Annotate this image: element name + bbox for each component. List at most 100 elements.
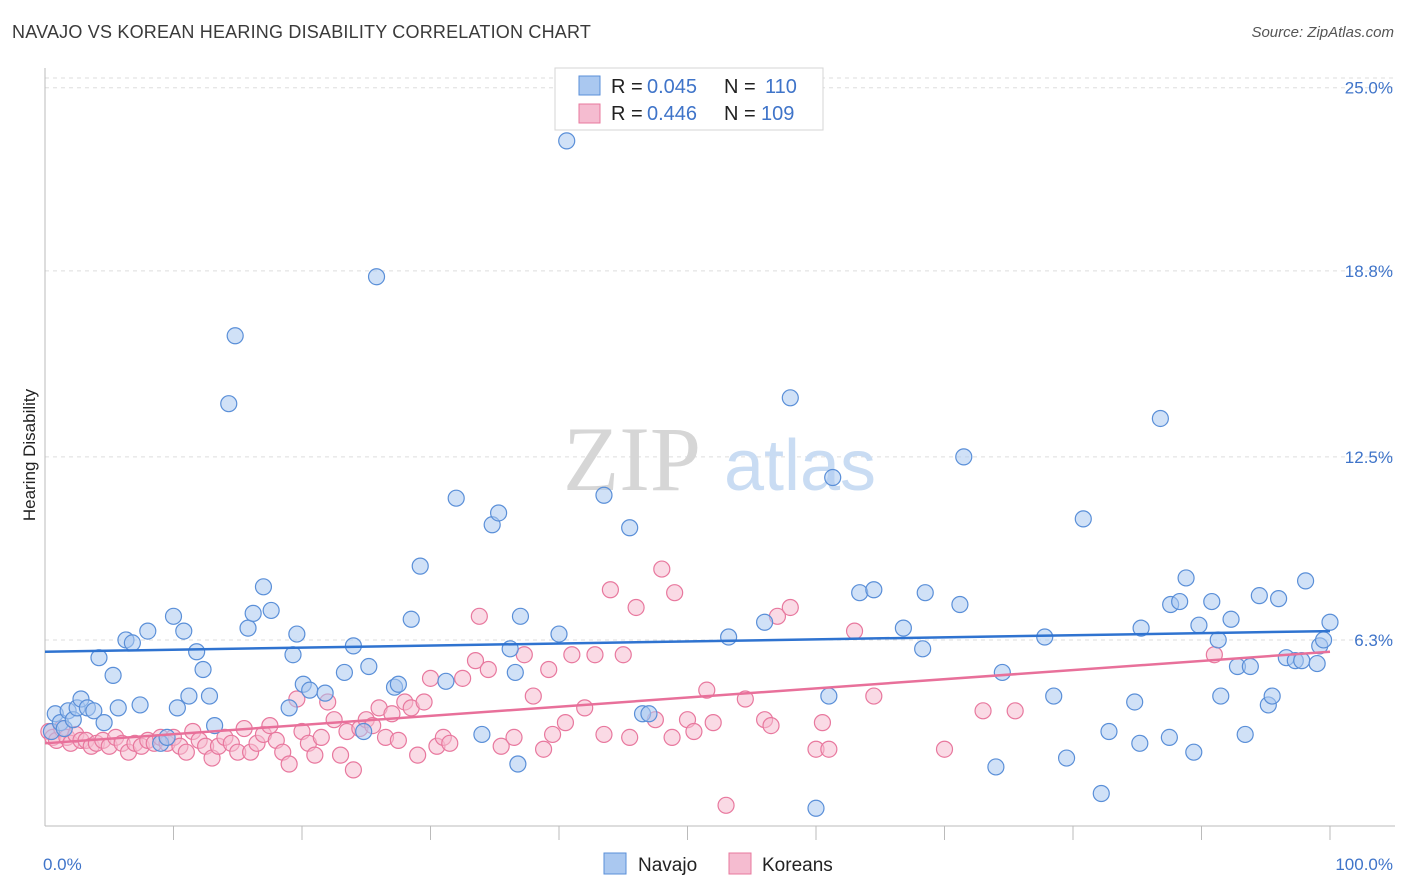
navajo-point — [1126, 693, 1144, 711]
bottom-legend-swatch-koreans — [728, 852, 752, 875]
navajo-point — [473, 725, 491, 744]
navajo-point — [1171, 592, 1189, 611]
y-axis-label: Hearing Disability — [20, 388, 39, 521]
bottom-legend: Navajo Koreans — [603, 852, 833, 876]
navajo-point — [194, 660, 212, 679]
legend: R = 0.045 N = 110 R = 0.446 N = 109 — [554, 67, 824, 131]
legend-r-value-navajo: 0.045 — [647, 76, 697, 98]
legend-r-value-koreans: 0.446 — [647, 103, 697, 125]
navajo-point — [755, 613, 774, 631]
korean-point — [261, 716, 279, 735]
navajo-point — [1209, 631, 1227, 649]
korean-point — [534, 740, 553, 758]
chart-source: Source: ZipAtlas.com — [1251, 24, 1394, 41]
korean-point — [331, 746, 350, 764]
series-navajo — [42, 132, 1339, 817]
navajo-point — [360, 657, 378, 676]
navajo-point — [916, 584, 934, 602]
navajo-point — [367, 268, 386, 286]
navajo-point — [506, 663, 524, 682]
navajo-point — [509, 755, 527, 773]
legend-swatch-koreans — [578, 103, 601, 124]
korean-point — [1006, 702, 1024, 720]
navajo-point — [389, 675, 407, 693]
legend-n-label-koreans: N = — [724, 103, 756, 125]
korean-point — [820, 740, 838, 758]
bottom-legend-swatch-navajo — [603, 852, 627, 875]
navajo-point — [175, 622, 193, 640]
navajo-point — [109, 699, 127, 717]
korean-point — [601, 581, 620, 599]
navajo-point — [280, 699, 298, 717]
navajo-point — [993, 663, 1011, 682]
navajo-point — [865, 581, 883, 599]
navajo-point — [244, 604, 262, 622]
korean-point — [935, 740, 954, 758]
navajo-point — [1045, 687, 1063, 705]
navajo-point — [164, 607, 183, 625]
navajo-point — [239, 619, 257, 637]
trend-line-navajo — [44, 629, 1331, 654]
navajo-point — [781, 389, 799, 407]
korean-point — [813, 714, 832, 732]
navajo-point — [188, 643, 206, 661]
navajo-point — [1160, 728, 1178, 747]
legend-n-value-navajo: 110 — [765, 76, 797, 98]
navajo-point — [1308, 654, 1326, 673]
navajo-point — [254, 578, 273, 596]
x-tick-label: 0.0% — [43, 855, 82, 874]
legend-r-label-koreans: R = — [611, 103, 643, 125]
legend-swatch-navajo — [578, 75, 601, 96]
korean-point — [614, 646, 632, 664]
korean-point — [627, 598, 645, 617]
korean-point — [845, 622, 864, 640]
korean-point — [306, 746, 324, 764]
bottom-legend-label-navajo: Navajo — [638, 855, 697, 876]
navajo-point — [200, 687, 219, 705]
y-tick-labels: 6.3% 12.5% 18.8% 25.0% — [1345, 79, 1393, 650]
korean-point — [280, 755, 298, 773]
navajo-point — [1074, 510, 1092, 528]
navajo-point — [1212, 687, 1230, 705]
navajo-point — [355, 722, 373, 741]
navajo-point — [1321, 613, 1339, 631]
navajo-point — [490, 504, 508, 522]
korean-point — [865, 687, 883, 705]
navajo-point — [1263, 687, 1281, 705]
navajo-point — [206, 716, 224, 735]
navajo-point — [851, 584, 869, 602]
korean-point — [409, 746, 427, 764]
korean-point — [325, 711, 343, 729]
korean-point — [666, 584, 684, 602]
korean-point — [621, 728, 639, 747]
korean-point — [685, 722, 703, 741]
navajo-point — [316, 684, 334, 702]
navajo-point — [95, 714, 113, 732]
legend-r-label-navajo: R = — [611, 76, 643, 98]
navajo-point — [820, 687, 838, 705]
navajo-point — [955, 448, 973, 466]
grid-lines — [45, 77, 1395, 641]
bottom-legend-label-koreans: Koreans — [762, 855, 833, 876]
navajo-point — [550, 625, 568, 643]
navajo-point — [1296, 572, 1315, 590]
watermark: ZIP atlas — [563, 408, 876, 510]
navajo-point — [1250, 587, 1268, 605]
navajo-point — [402, 610, 420, 628]
korean-point — [441, 734, 459, 752]
y-tick-label: 18.8% — [1345, 262, 1393, 281]
axes — [44, 68, 1395, 840]
y-tick-label: 25.0% — [1345, 79, 1393, 98]
korean-point — [389, 731, 407, 749]
korean-point — [653, 560, 671, 578]
korean-point — [563, 646, 581, 664]
navajo-point — [85, 702, 103, 720]
navajo-point — [335, 663, 354, 682]
korean-point — [974, 702, 992, 720]
korean-point — [344, 761, 362, 779]
navajo-point — [158, 728, 176, 747]
korean-point — [505, 728, 523, 747]
navajo-point — [437, 672, 455, 690]
korean-point — [415, 693, 433, 711]
